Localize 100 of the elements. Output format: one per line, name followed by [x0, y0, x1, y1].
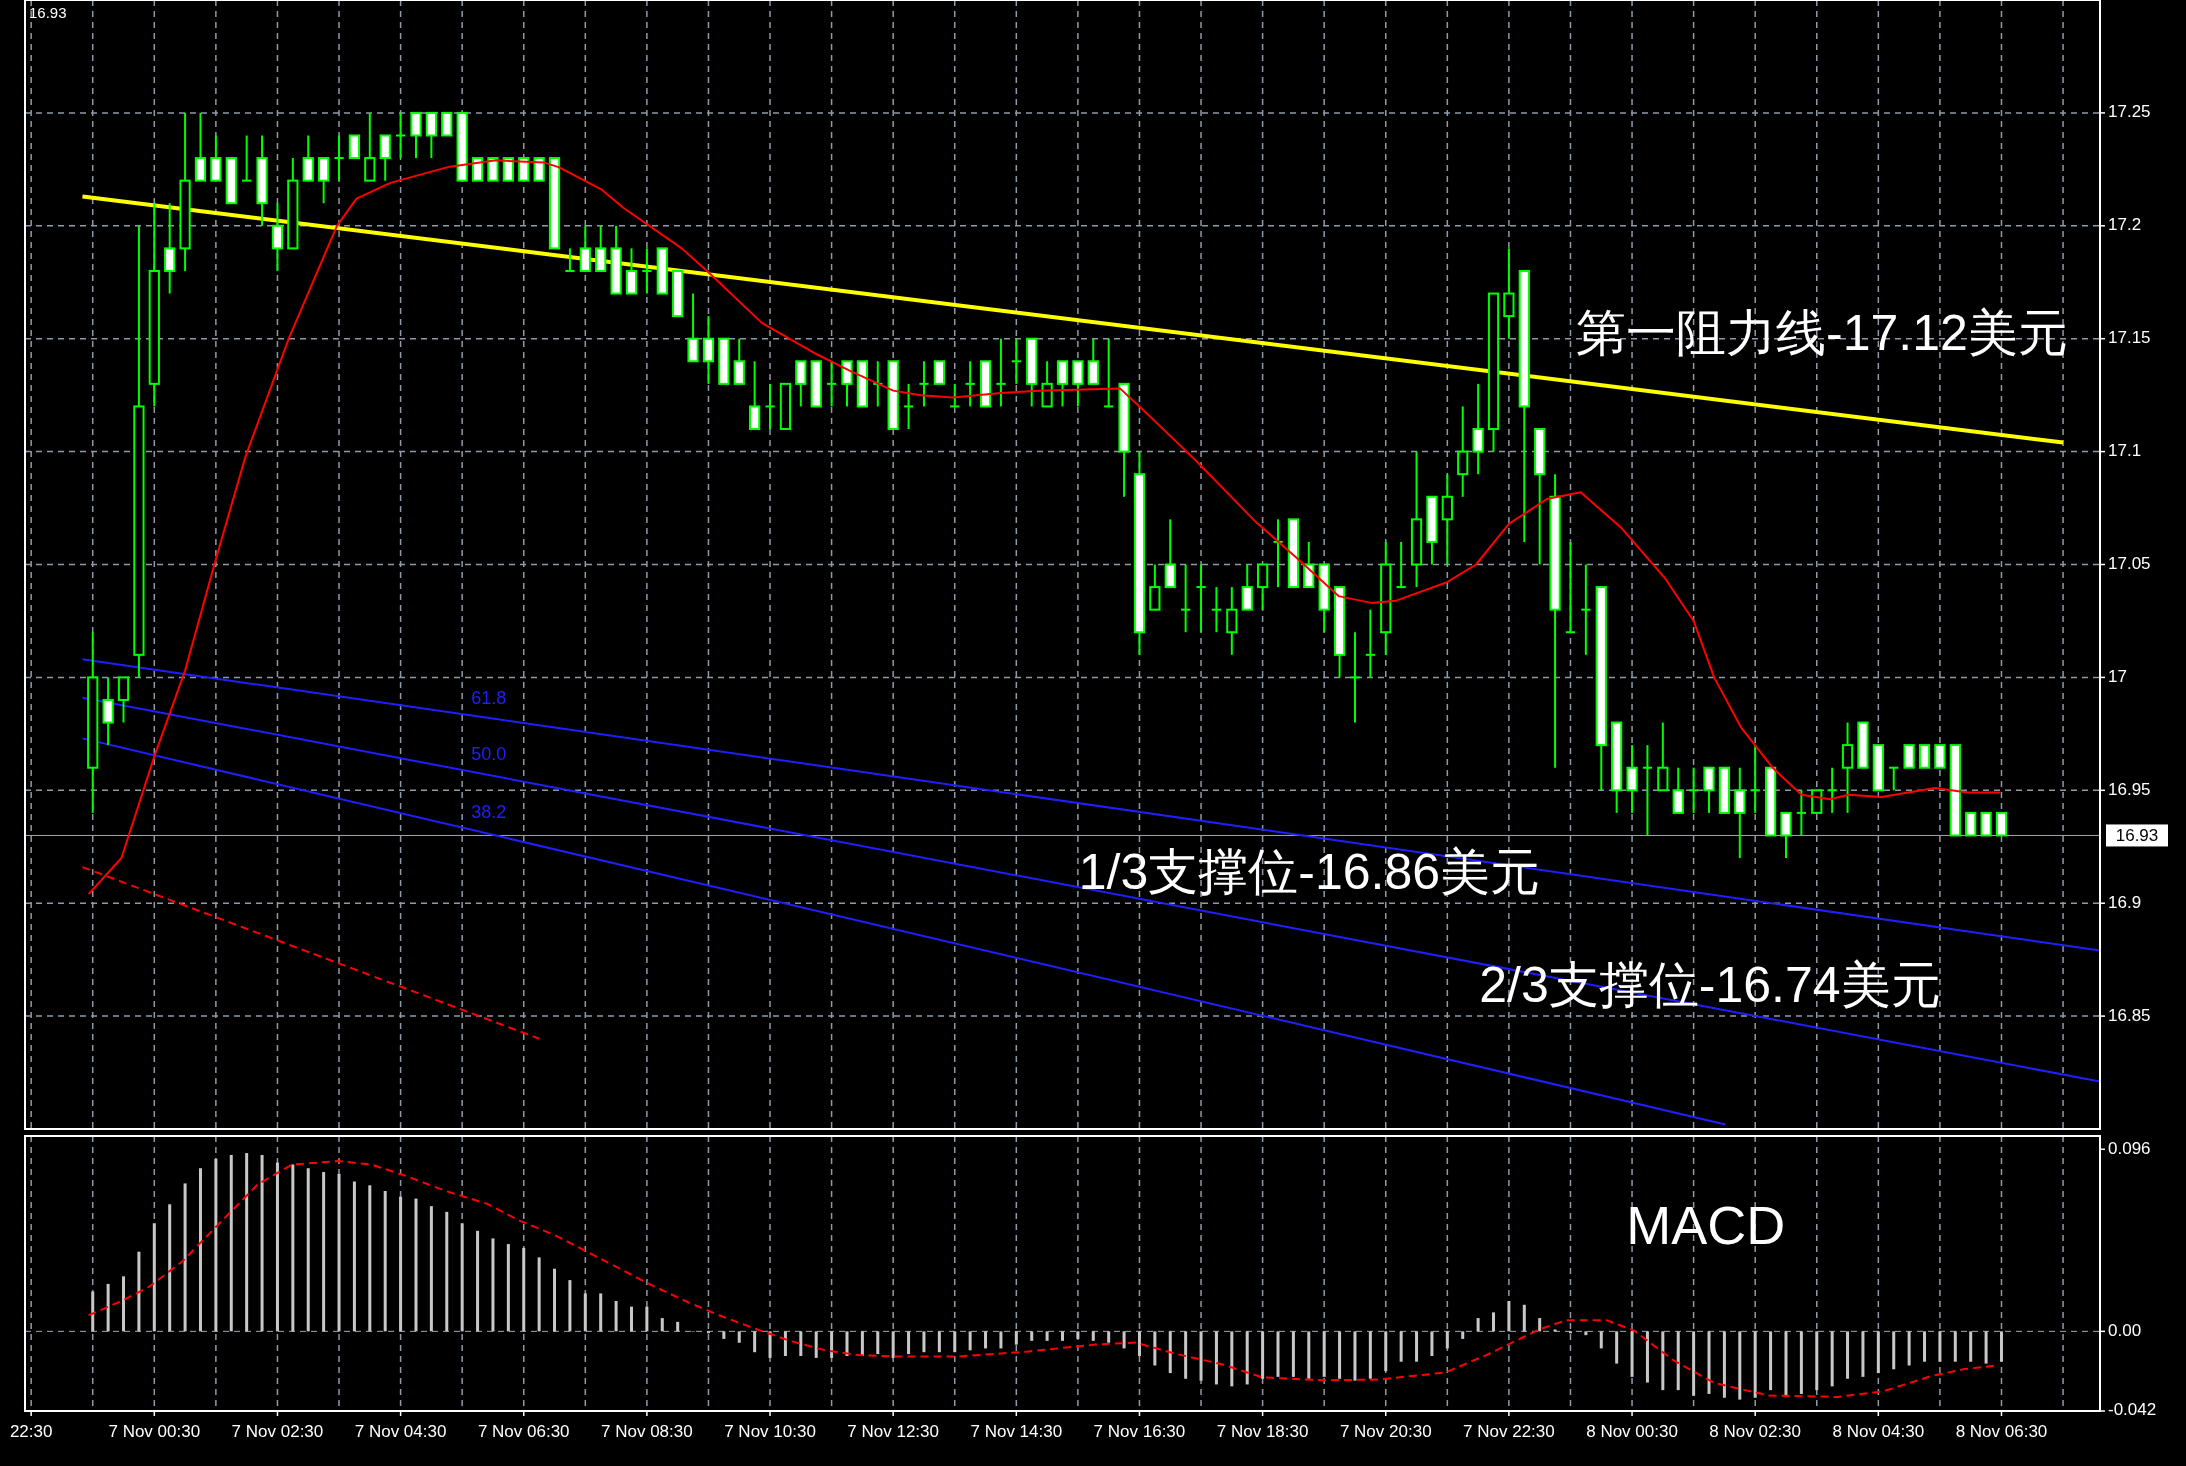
bar [753, 1331, 757, 1353]
bar [737, 1331, 741, 1343]
bar [583, 1293, 587, 1332]
x-tick-label: 7 Nov 08:30 [601, 1422, 693, 1442]
bar [1661, 1331, 1665, 1391]
bar [1676, 1331, 1680, 1391]
bar [1522, 1304, 1526, 1332]
x-tick-label: 8 Nov 04:30 [1832, 1422, 1925, 1442]
x-tick-label: 7 Nov 22:30 [1463, 1422, 1555, 1442]
bar [1861, 1331, 1865, 1377]
bar [722, 1331, 726, 1339]
x-tick-label: 7 Nov 12:30 [847, 1422, 940, 1442]
y-tick-label: 16.9 [2108, 892, 2142, 912]
bar [1399, 1331, 1403, 1362]
bar [137, 1251, 141, 1332]
bar [953, 1331, 957, 1353]
bar [1076, 1331, 1080, 1339]
bar [1261, 1331, 1265, 1379]
bar [245, 1153, 249, 1332]
bar [1322, 1331, 1326, 1377]
bar [968, 1331, 972, 1351]
bar [1137, 1331, 1141, 1356]
bar [1769, 1331, 1773, 1391]
bar [291, 1164, 295, 1332]
bar [1892, 1331, 1896, 1370]
bar [1584, 1331, 1588, 1336]
annotation: 16.93 [29, 3, 67, 21]
bar [1107, 1331, 1111, 1343]
bar [599, 1293, 603, 1332]
series-label: 61.8 [471, 688, 507, 709]
x-tick-label: 8 Nov 00:30 [1586, 1422, 1678, 1442]
bar [1984, 1331, 1988, 1364]
bar [1445, 1331, 1449, 1349]
bar [660, 1318, 664, 1332]
x-tick-label: 22:30 [9, 1422, 53, 1442]
bar [1199, 1331, 1203, 1381]
bar [1338, 1331, 1342, 1379]
bar [1415, 1331, 1419, 1362]
bar [830, 1331, 834, 1358]
bar [1230, 1331, 1234, 1387]
bar [1630, 1331, 1634, 1377]
bar [1307, 1331, 1311, 1379]
bar [1815, 1331, 1819, 1391]
bar [1738, 1331, 1742, 1400]
y-tick-label: 0.00 [2108, 1320, 2142, 1340]
bar [1876, 1331, 1880, 1374]
bar [1492, 1312, 1496, 1332]
bar [1599, 1331, 1603, 1349]
bar [783, 1331, 787, 1356]
x-tick-label: 7 Nov 14:30 [970, 1422, 1063, 1442]
bar [999, 1331, 1003, 1349]
bar [91, 1291, 95, 1332]
y-tick-label: 16.85 [2108, 1005, 2151, 1025]
bar [907, 1331, 911, 1355]
bar [168, 1204, 172, 1332]
bar [1061, 1331, 1064, 1341]
bar [676, 1321, 680, 1332]
bar [937, 1331, 941, 1353]
bar [1245, 1331, 1249, 1385]
bar [383, 1191, 387, 1332]
x-tick-label: 7 Nov 00:30 [108, 1422, 201, 1442]
bar [1923, 1331, 1927, 1362]
y-tick-label: 17 [2108, 666, 2127, 686]
bar [352, 1181, 356, 1332]
bar [1045, 1331, 1049, 1341]
bar [1846, 1331, 1850, 1379]
bar [1461, 1331, 1465, 1339]
y-tick-label: 16.95 [2108, 779, 2151, 799]
bar [1030, 1331, 1034, 1341]
bar [568, 1280, 572, 1332]
bar [645, 1306, 649, 1332]
bar [1168, 1331, 1172, 1374]
bar [491, 1238, 495, 1332]
bar [337, 1173, 341, 1332]
bar [845, 1331, 849, 1356]
bar [399, 1196, 403, 1332]
bar [1938, 1331, 1942, 1362]
bar [1538, 1318, 1542, 1332]
bar [414, 1198, 418, 1332]
bar [860, 1331, 864, 1356]
bar [1430, 1331, 1434, 1356]
y-tick-label: 17.05 [2108, 553, 2151, 573]
y-tick-label: 0.096 [2108, 1138, 2151, 1158]
bar [445, 1211, 449, 1332]
bar [1753, 1331, 1757, 1398]
bar [122, 1276, 126, 1332]
bar [1799, 1331, 1803, 1394]
bar [306, 1168, 310, 1332]
bar [1645, 1331, 1649, 1383]
text: MACD [1626, 1194, 1786, 1255]
bar [1153, 1331, 1157, 1366]
bar [629, 1306, 633, 1332]
bar [876, 1331, 880, 1355]
x-tick-label: 7 Nov 06:30 [477, 1422, 570, 1442]
bar [1907, 1331, 1911, 1366]
bar [476, 1230, 480, 1332]
bar [1353, 1331, 1357, 1381]
y-tick-label: 17.15 [2108, 328, 2151, 348]
bar [1692, 1331, 1696, 1396]
y-tick-label: 17.1 [2108, 441, 2142, 461]
